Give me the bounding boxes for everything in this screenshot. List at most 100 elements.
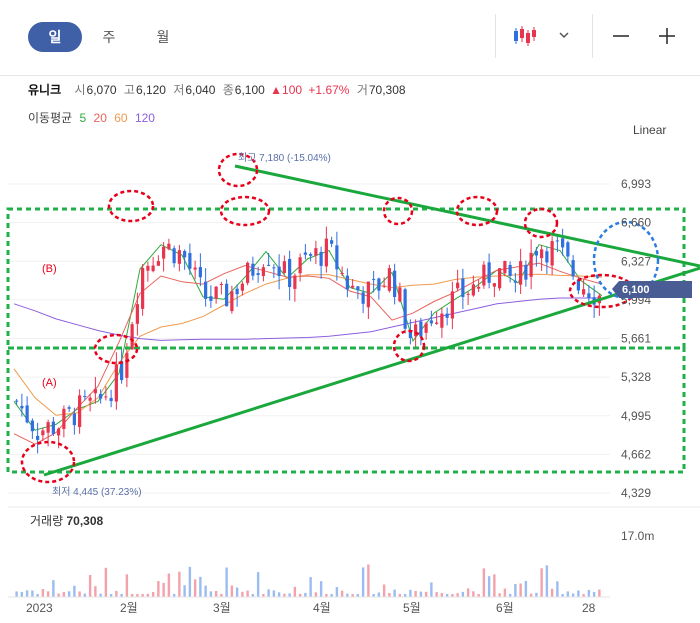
plus-icon[interactable] bbox=[650, 20, 684, 52]
candle bbox=[466, 291, 470, 306]
candle bbox=[424, 321, 428, 340]
volume-bar bbox=[246, 590, 249, 597]
ma-20-label[interactable]: 20 bbox=[93, 111, 107, 125]
volume-label: 거 bbox=[356, 83, 368, 97]
volume-bar bbox=[403, 593, 407, 597]
candle bbox=[471, 275, 475, 297]
candle bbox=[482, 261, 486, 289]
volume-bar bbox=[325, 593, 328, 597]
marker-circle bbox=[217, 152, 259, 188]
y-tick-label: 6,993 bbox=[621, 177, 651, 191]
candle bbox=[398, 282, 402, 303]
candle bbox=[498, 267, 502, 291]
volume-bar bbox=[120, 593, 123, 597]
marker-circle bbox=[20, 440, 76, 484]
volume-bar bbox=[36, 593, 39, 597]
candle bbox=[377, 277, 381, 300]
ma-120-label[interactable]: 120 bbox=[134, 111, 155, 125]
volume-bar bbox=[592, 592, 596, 597]
volume-bar bbox=[288, 593, 291, 597]
volume-bar bbox=[535, 592, 538, 597]
ma-120-line bbox=[13, 297, 602, 341]
volume-bar bbox=[440, 593, 444, 597]
volume-bar bbox=[183, 585, 186, 597]
stock-name: 유니크 bbox=[28, 83, 62, 97]
volume-bar bbox=[472, 591, 475, 597]
scale-toggle[interactable]: Linear bbox=[633, 123, 667, 137]
volume-bar bbox=[566, 591, 570, 597]
candle bbox=[461, 268, 465, 310]
volume-bar bbox=[424, 591, 428, 597]
divider bbox=[592, 14, 593, 58]
minus-icon[interactable] bbox=[604, 20, 638, 52]
candle bbox=[209, 285, 213, 308]
candle bbox=[540, 245, 544, 271]
volume-bar bbox=[419, 591, 423, 597]
candle bbox=[324, 226, 328, 273]
current-price-tag: 6,100 bbox=[612, 281, 692, 298]
volume-bars bbox=[15, 564, 601, 597]
tab-day[interactable]: 일 bbox=[28, 22, 82, 52]
marker-circle bbox=[93, 333, 139, 365]
candle bbox=[219, 281, 223, 295]
candle bbox=[450, 281, 454, 330]
candle bbox=[272, 264, 276, 279]
y-axis: 6,9936,6606,3275,9945,6615,3284,9954,662… bbox=[621, 177, 651, 500]
candle bbox=[403, 287, 407, 334]
candle bbox=[83, 389, 87, 401]
volume-bar bbox=[556, 581, 559, 597]
volume-bar bbox=[388, 592, 391, 597]
volume-bar bbox=[550, 588, 554, 597]
y-tick-label: 6,327 bbox=[621, 254, 651, 268]
candle bbox=[88, 393, 92, 412]
zone-b-label: (B) bbox=[42, 263, 57, 275]
volume-bar bbox=[451, 593, 454, 597]
ma-5-label[interactable]: 5 bbox=[79, 111, 87, 125]
zone-a-label: (A) bbox=[42, 377, 57, 389]
change-value: 100 bbox=[282, 83, 303, 97]
candle bbox=[351, 278, 355, 289]
candle bbox=[555, 236, 559, 253]
period-toolbar: 일 주 월 bbox=[0, 0, 700, 76]
candle bbox=[545, 246, 549, 274]
candle bbox=[435, 312, 439, 325]
volume-value: 70,308 bbox=[368, 83, 406, 97]
volume-bar bbox=[188, 566, 192, 597]
candle bbox=[172, 245, 176, 268]
candle bbox=[36, 422, 40, 454]
candle bbox=[429, 310, 433, 327]
candle bbox=[167, 238, 171, 251]
volume-bar bbox=[319, 581, 323, 597]
candle bbox=[314, 240, 318, 265]
candle bbox=[125, 343, 129, 388]
candle bbox=[566, 240, 570, 263]
y-tick-label: 4,995 bbox=[621, 409, 651, 423]
candle bbox=[99, 389, 103, 404]
candlestick-icon[interactable] bbox=[508, 20, 542, 52]
ma-60-label[interactable]: 60 bbox=[114, 111, 128, 125]
volume-bar bbox=[309, 577, 312, 597]
candle bbox=[151, 256, 155, 273]
volume-bar bbox=[272, 590, 276, 597]
candle bbox=[177, 244, 181, 272]
candle bbox=[62, 405, 66, 438]
volume-bar bbox=[141, 593, 144, 597]
tab-month[interactable]: 월 bbox=[156, 29, 170, 45]
volume-bar bbox=[99, 593, 102, 597]
price-tag-shape bbox=[612, 281, 692, 298]
candle bbox=[193, 260, 197, 280]
volume-panel-title: 거래량 70,308 bbox=[30, 512, 103, 529]
tab-week[interactable]: 주 bbox=[102, 29, 116, 45]
candle bbox=[156, 255, 160, 266]
y-tick-label: 4,329 bbox=[621, 486, 651, 500]
volume-bar bbox=[330, 593, 333, 597]
grid bbox=[8, 183, 610, 494]
price-chart[interactable]: (B) (A) 최고 7,180 (-15.04%) 최저 4,445 (37.… bbox=[0, 140, 700, 623]
volume-bar bbox=[540, 568, 543, 597]
candle bbox=[114, 352, 118, 410]
chevron-down-icon[interactable] bbox=[552, 20, 576, 52]
volume-bar bbox=[209, 591, 213, 597]
candle bbox=[440, 307, 444, 338]
candle bbox=[109, 389, 113, 408]
volume-bar bbox=[529, 593, 533, 597]
